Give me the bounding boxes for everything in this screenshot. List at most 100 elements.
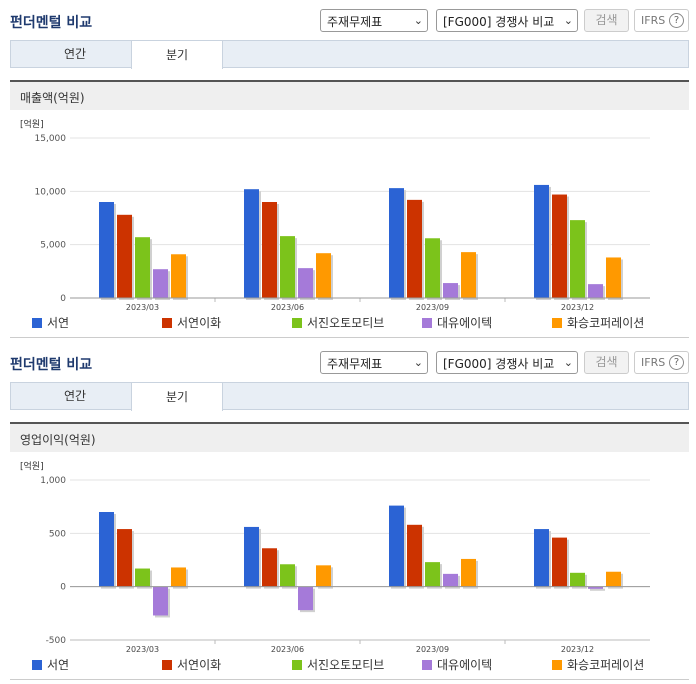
bar: [534, 184, 549, 298]
chevron-down-icon: ⌄: [563, 356, 573, 369]
legend-item[interactable]: 서연: [32, 314, 69, 331]
search-button[interactable]: 검색: [584, 351, 629, 374]
x-tick-label: 2023/03: [126, 645, 159, 654]
legend-item[interactable]: 화승코퍼레이션: [552, 314, 644, 331]
tab-quarterly[interactable]: 분기: [131, 382, 223, 411]
legend-item[interactable]: 서연: [32, 656, 69, 673]
bar: [171, 254, 186, 298]
chart-subtitle: 영업이익(억원): [20, 433, 96, 447]
y-tick-label: -500: [46, 636, 67, 646]
search-button[interactable]: 검색: [584, 9, 629, 32]
panel-header: 펀더멘털 비교 주재무제표 ⌄ [FG000] 경쟁사 비교 ⌄ 검색 IFRS…: [0, 0, 696, 40]
legend-item[interactable]: 서진오토모티브: [292, 314, 384, 331]
bar-shadow: [590, 588, 605, 591]
legend-swatch: [552, 660, 562, 670]
legend-label: 서연이화: [177, 316, 222, 330]
bar: [99, 202, 114, 298]
bar: [425, 238, 440, 298]
bar: [389, 505, 404, 587]
operating-profit-bar-chart: [억원] -500 0 500 1,000 2023/03 2023/06 2023/09 20…: [20, 460, 650, 654]
chart-legend: 서연 서연이화 서진오토모티브 대유에이텍 화승코퍼레이션: [10, 312, 689, 332]
bar: [461, 252, 476, 298]
chart-legend: 서연 서연이화 서진오토모티브 대유에이텍 화승코퍼레이션: [10, 654, 689, 674]
legend-label: 화승코퍼레이션: [567, 316, 645, 330]
bar: [99, 512, 114, 587]
bar: [280, 564, 295, 587]
bar: [135, 237, 150, 298]
ifrs-button[interactable]: IFRS ?: [634, 351, 689, 374]
bar: [280, 236, 295, 298]
y-tick-label: 1,000: [40, 476, 66, 486]
statement-select[interactable]: 주재무제표 ⌄: [320, 9, 428, 32]
x-tick-label: 2023/12: [561, 303, 594, 312]
bar: [570, 572, 585, 587]
chevron-down-icon: ⌄: [563, 14, 573, 27]
ifrs-label: IFRS: [641, 356, 666, 369]
chart-subtitle-bar: 영업이익(억원): [10, 422, 689, 452]
x-tick-label: 2023/09: [416, 303, 449, 312]
bar: [606, 257, 621, 298]
tab-annual[interactable]: 연간: [63, 389, 87, 403]
bar: [244, 189, 259, 298]
ifrs-button[interactable]: IFRS ?: [634, 9, 689, 32]
competitor-select[interactable]: [FG000] 경쟁사 비교 ⌄: [436, 9, 578, 32]
legend-swatch: [162, 318, 172, 328]
bar: [570, 220, 585, 298]
legend-swatch: [292, 660, 302, 670]
statement-select-value: 주재무제표: [327, 357, 383, 371]
legend-item[interactable]: 화승코퍼레이션: [552, 656, 644, 673]
x-tick-label: 2023/06: [271, 303, 304, 312]
chevron-down-icon: ⌄: [413, 356, 423, 369]
y-tick-label: 15,000: [35, 134, 67, 144]
bar: [552, 194, 567, 298]
legend-swatch: [32, 318, 42, 328]
competitor-select-value: [FG000] 경쟁사 비교: [443, 15, 555, 29]
legend-item[interactable]: 서진오토모티브: [292, 656, 384, 673]
competitor-select[interactable]: [FG000] 경쟁사 비교 ⌄: [436, 351, 578, 374]
chart-subtitle: 매출액(억원): [20, 91, 85, 105]
panel-title: 펀더멘털 비교: [10, 357, 93, 373]
x-tick-label: 2023/12: [561, 645, 594, 654]
bar: [153, 269, 168, 298]
legend-item[interactable]: 서연이화: [162, 656, 221, 673]
bar: [443, 283, 458, 298]
bar: [552, 537, 567, 587]
tab-annual[interactable]: 연간: [63, 47, 87, 61]
legend-item[interactable]: 대유에이텍: [422, 314, 492, 331]
legend-item[interactable]: 서연이화: [162, 314, 221, 331]
legend-item[interactable]: 대유에이텍: [422, 656, 492, 673]
legend-swatch: [552, 318, 562, 328]
bar: [461, 558, 476, 587]
fundamental-panel-operating-profit: 펀더멘털 비교 주재무제표 ⌄ [FG000] 경쟁사 비교 ⌄ 검색 IFRS…: [0, 342, 696, 684]
period-tabs: 연간 분기: [10, 382, 689, 411]
bar: [117, 529, 132, 587]
bar: [262, 548, 277, 587]
bar: [153, 586, 168, 616]
bar: [171, 567, 186, 587]
help-icon[interactable]: ?: [669, 355, 684, 370]
legend-label: 서연이화: [177, 658, 222, 672]
help-icon[interactable]: ?: [669, 13, 684, 28]
bar: [316, 253, 331, 298]
x-tick-label: 2023/09: [416, 645, 449, 654]
tab-quarterly[interactable]: 분기: [131, 40, 223, 69]
bar: [244, 526, 259, 587]
legend-label: 화승코퍼레이션: [567, 658, 645, 672]
bar: [407, 524, 422, 587]
statement-select[interactable]: 주재무제표 ⌄: [320, 351, 428, 374]
y-tick-label: 5,000: [40, 241, 66, 251]
panel-title: 펀더멘털 비교: [10, 15, 93, 31]
bar: [407, 199, 422, 298]
divider: [10, 679, 689, 680]
bar: [606, 571, 621, 587]
bar: [389, 188, 404, 298]
legend-swatch: [422, 318, 432, 328]
legend-label: 대유에이텍: [437, 316, 493, 330]
y-tick-label: 0: [60, 294, 66, 304]
bar: [534, 529, 549, 587]
bar: [443, 573, 458, 587]
legend-label: 서연: [47, 658, 70, 672]
y-tick-label: 10,000: [35, 187, 67, 197]
chevron-down-icon: ⌄: [413, 14, 423, 27]
legend-label: 서진오토모티브: [307, 658, 385, 672]
